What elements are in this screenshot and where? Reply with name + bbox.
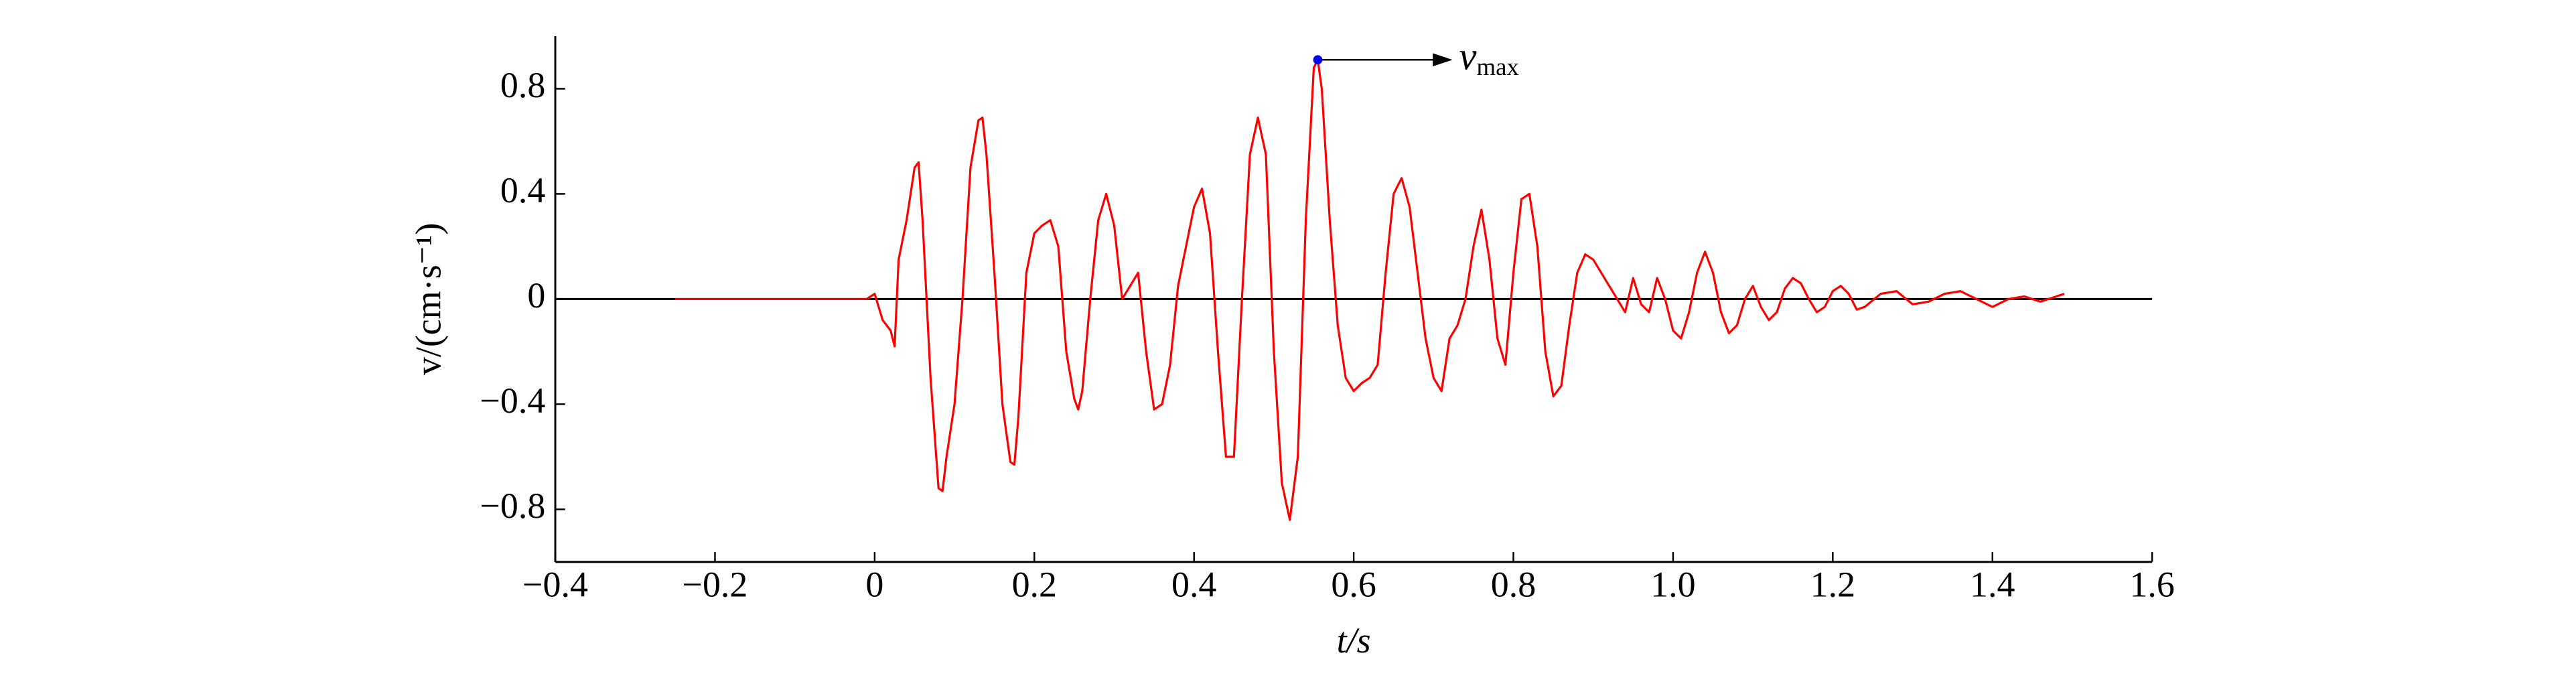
y-tick-label: 0.8	[500, 65, 545, 105]
annotation-label: vmax	[1459, 34, 1518, 81]
y-tick-label: 0	[527, 275, 545, 316]
x-axis-label: t/s	[1337, 620, 1371, 660]
x-tick-label: 0.4	[1171, 564, 1216, 604]
y-tick-label: −0.4	[480, 380, 545, 421]
x-tick-label: −0.2	[683, 564, 748, 604]
annotation-text: v	[1459, 34, 1477, 78]
x-tick-label: 0.8	[1491, 564, 1536, 604]
x-tick-label: 0.2	[1012, 564, 1057, 604]
x-tick-label: 1.4	[1970, 564, 2015, 604]
x-tick-label: 1.2	[1810, 564, 1855, 604]
y-axis-label: v/(cm·s⁻¹)	[408, 223, 448, 375]
annotation-point	[1313, 55, 1323, 65]
annotation-subscript: max	[1477, 53, 1519, 80]
x-tick-label: 1.6	[2129, 564, 2174, 604]
annotation-arrowhead	[1433, 53, 1453, 67]
x-tick-label: 0	[865, 564, 883, 604]
x-tick-label: 0.6	[1331, 564, 1376, 604]
data-line	[674, 58, 2065, 521]
y-tick-label: 0.4	[500, 170, 545, 210]
y-tick-label: −0.8	[480, 486, 545, 526]
x-tick-label: 1.0	[1650, 564, 1695, 604]
x-tick-label: −0.4	[522, 564, 588, 604]
